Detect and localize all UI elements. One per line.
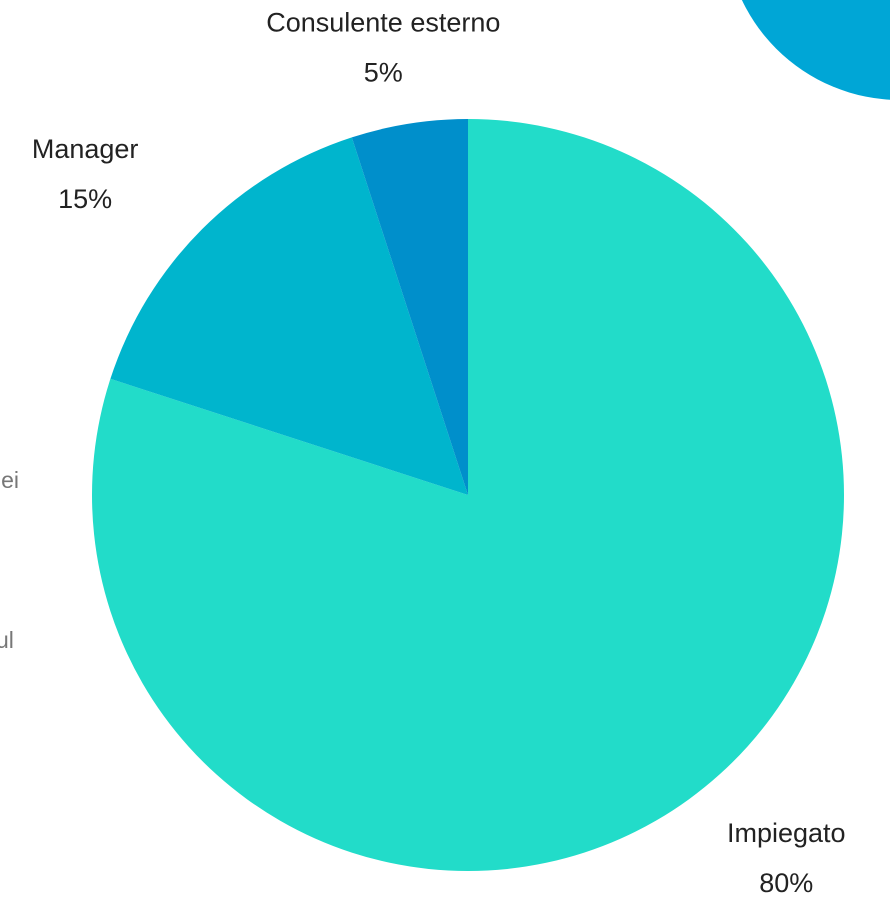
pie-slice [351, 119, 468, 495]
slice-label: Impiegato [727, 818, 846, 848]
slice-value: 15% [58, 184, 112, 214]
slice-value: 5% [364, 57, 403, 87]
cropped-text: ul [0, 627, 14, 653]
pie-slice [91, 119, 844, 871]
slice-label: Manager [32, 134, 139, 164]
pie-slice [110, 137, 469, 495]
cropped-text: lei [0, 467, 19, 493]
decoration-circle [741, 0, 890, 100]
slice-label: Consulente esterno [266, 7, 500, 37]
slice-value: 80% [759, 868, 813, 898]
